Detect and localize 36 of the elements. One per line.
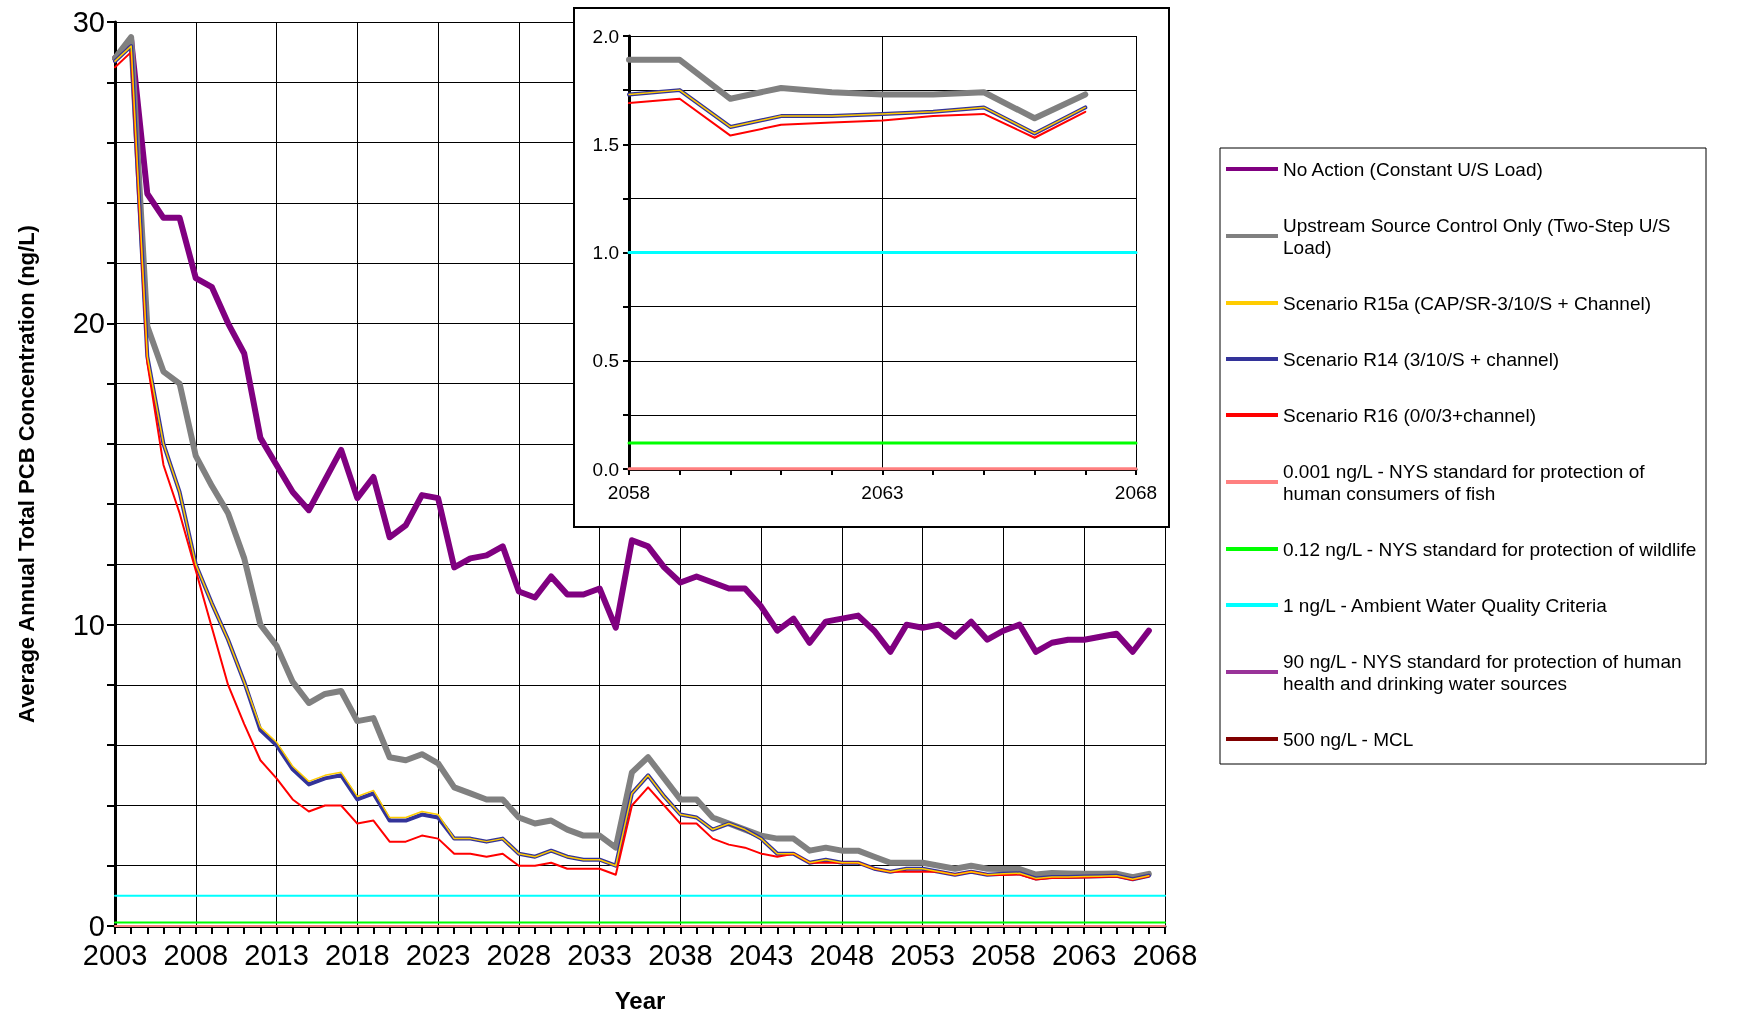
x-tick-label: 2038 (648, 938, 713, 971)
legend-label: Scenario R16 (0/0/3+channel) (1283, 404, 1536, 426)
legend-label: 500 ng/L - MCL (1283, 728, 1414, 750)
legend-label: Upstream Source Control Only (Two-Step U/S Load) (1283, 214, 1676, 258)
y-tick-label: 0.0 (592, 458, 619, 480)
y-tick-label: 20 (72, 307, 105, 340)
x-tick-label: 2068 (1114, 482, 1158, 503)
y-tick-label: 1.0 (592, 242, 619, 263)
x-tick-label: 2043 (728, 938, 794, 971)
x-tick-label: 2033 (567, 938, 632, 971)
x-tick-label: 2063 (861, 482, 904, 503)
y-axis-title: Average Annual Total PCB Concentration (ng/L) (13, 225, 39, 723)
x-tick-label: 2058 (607, 482, 651, 503)
x-tick-label: 2068 (1132, 938, 1198, 971)
legend-label: Scenario R15a (CAP/SR-3/10/S + Channel) (1283, 292, 1652, 314)
x-tick-label: 2008 (163, 938, 229, 971)
x-axis-title: Year (614, 986, 666, 1014)
legend-label: 0.12 ng/L - NYS standard for protection of wildlife (1283, 538, 1697, 560)
legend-label: 1 ng/L - Ambient Water Quality Criteria (1283, 594, 1608, 616)
x-tick-label: 2058 (971, 938, 1036, 971)
y-tick-label: 10 (72, 608, 105, 641)
x-tick-label: 2018 (325, 938, 390, 971)
legend-label: 0.001 ng/L - NYS standard for protection of human consumers of fish (1283, 460, 1650, 504)
legend-label: 90 ng/L - NYS standard for protection of human health and drinking water sources (1283, 650, 1687, 694)
x-tick-label: 2048 (809, 938, 875, 971)
legend-label: No Action (Constant U/S Load) (1283, 158, 1543, 180)
x-tick-label: 2063 (1051, 938, 1117, 971)
x-tick-label: 2013 (244, 938, 309, 971)
x-tick-label: 2023 (405, 938, 471, 971)
y-tick-label: 30 (72, 6, 105, 38)
legend-label: Scenario R14 (3/10/S + channel) (1283, 348, 1560, 370)
y-tick-label: 0.5 (592, 350, 619, 372)
y-tick-label: 1.5 (592, 133, 619, 155)
x-tick-label: 2053 (890, 938, 955, 971)
y-tick-label: 2.0 (592, 25, 619, 47)
x-tick-label: 2028 (486, 938, 552, 971)
